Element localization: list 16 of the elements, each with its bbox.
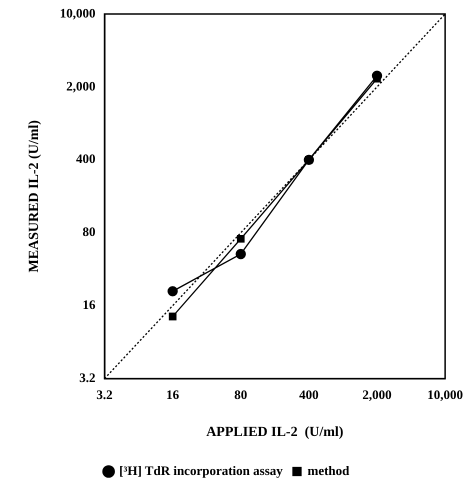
y-tick-label: 16 (82, 297, 96, 312)
y-tick-label: 80 (82, 224, 96, 240)
y-tick-label: 10,000 (60, 5, 96, 20)
legend-label: [³H] TdR incorporation assay (119, 462, 284, 478)
x-tick-label: 16 (166, 386, 180, 402)
legend-label: method (307, 462, 350, 478)
x-tick-label: 2,000 (362, 386, 392, 402)
x-axis-title: APPLIED IL-2 (U/ml) (206, 425, 344, 440)
x-tick-label: 80 (234, 386, 248, 402)
x-tick-label: 10,000 (427, 386, 463, 402)
y-tick-label: 3.2 (79, 370, 96, 385)
y-axis-title: MEASURED IL-2 (U/ml) (27, 120, 42, 273)
x-tick-label: 3.2 (96, 386, 113, 402)
x-tick-label: 400 (299, 386, 319, 402)
y-tick-label: 2,000 (66, 78, 96, 94)
y-tick-label: 400 (76, 151, 96, 166)
